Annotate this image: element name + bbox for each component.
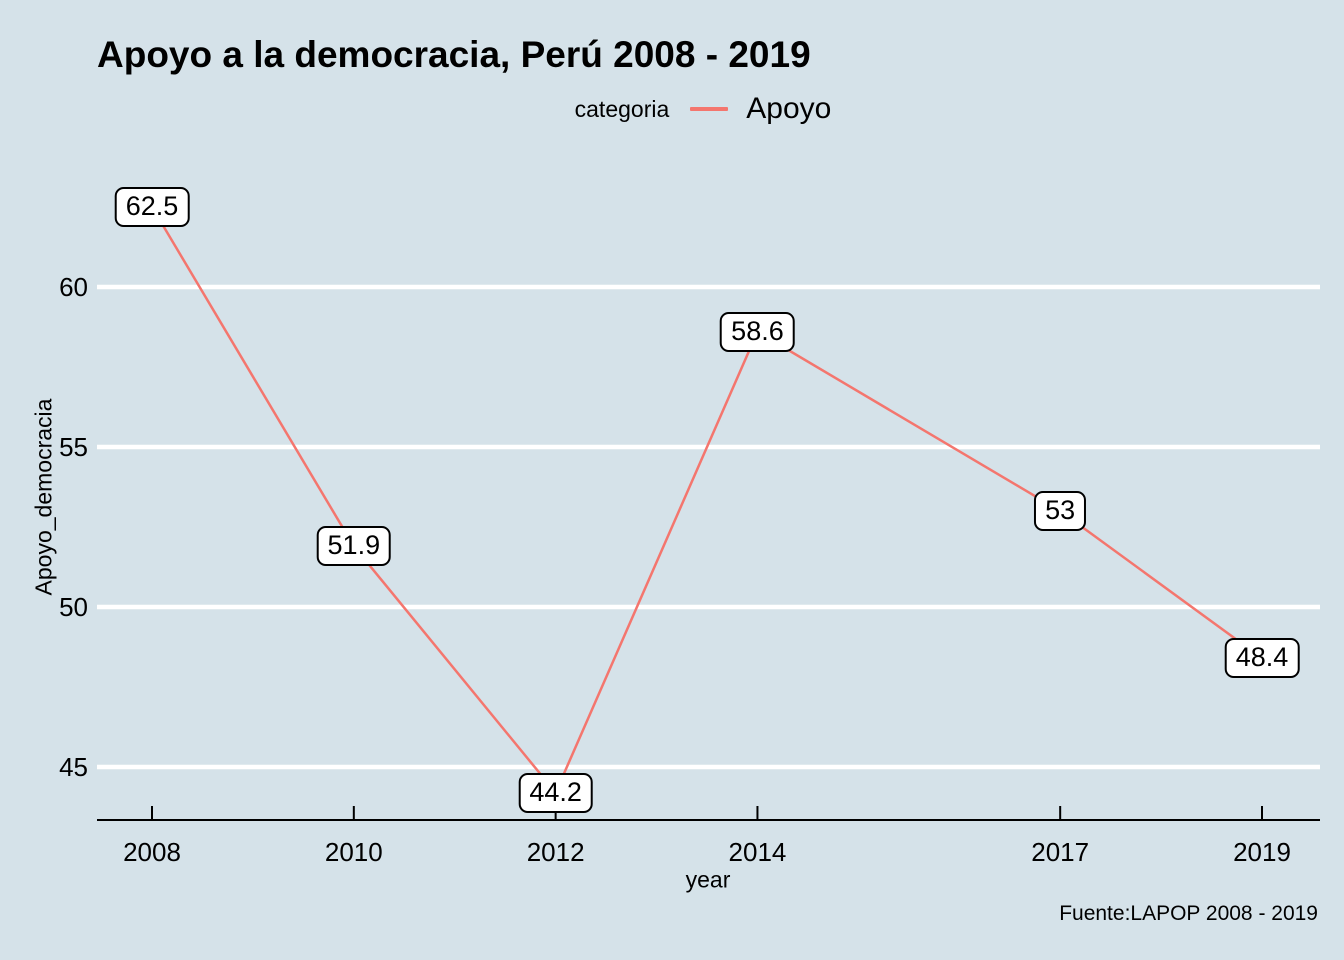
y-tick-label-60: 60 xyxy=(59,272,88,302)
x-tick-label-2010: 2010 xyxy=(324,837,383,867)
point-label-2014: 58.6 xyxy=(720,311,795,352)
legend-title: categoria xyxy=(574,95,670,122)
x-tick-label-2012: 2012 xyxy=(526,837,585,867)
x-axis-title: year xyxy=(685,866,731,893)
legend: categoria Apoyo xyxy=(31,92,1344,126)
point-label-2017: 53 xyxy=(1034,491,1087,531)
point-label-2019: 48.4 xyxy=(1224,638,1300,679)
point-label-2010: 51.9 xyxy=(316,526,392,567)
y-tick-label-45: 45 xyxy=(59,752,88,782)
x-tick-label-2008: 2008 xyxy=(123,837,181,867)
y-axis-title: Apoyo_democracia xyxy=(30,398,57,596)
x-tick-label-2017: 2017 xyxy=(1031,837,1090,867)
y-tick-label-55: 55 xyxy=(59,432,88,462)
legend-entry-apoyo: Apoyo xyxy=(746,92,832,125)
point-label-2008: 62.5 xyxy=(114,187,190,227)
source-caption: Fuente:LAPOP 2008 - 2019 xyxy=(1059,902,1318,925)
point-label-2012: 44.2 xyxy=(518,772,593,813)
x-tick-label-2019: 2019 xyxy=(1233,837,1291,867)
x-tick-label-2014: 2014 xyxy=(728,837,787,867)
y-tick-label-50: 50 xyxy=(59,592,88,622)
data-line-apoyo xyxy=(150,206,1263,794)
chart-title: Apoyo a la democracia, Perú 2008 - 2019 xyxy=(97,34,811,75)
legend-key-line-icon xyxy=(690,107,729,111)
